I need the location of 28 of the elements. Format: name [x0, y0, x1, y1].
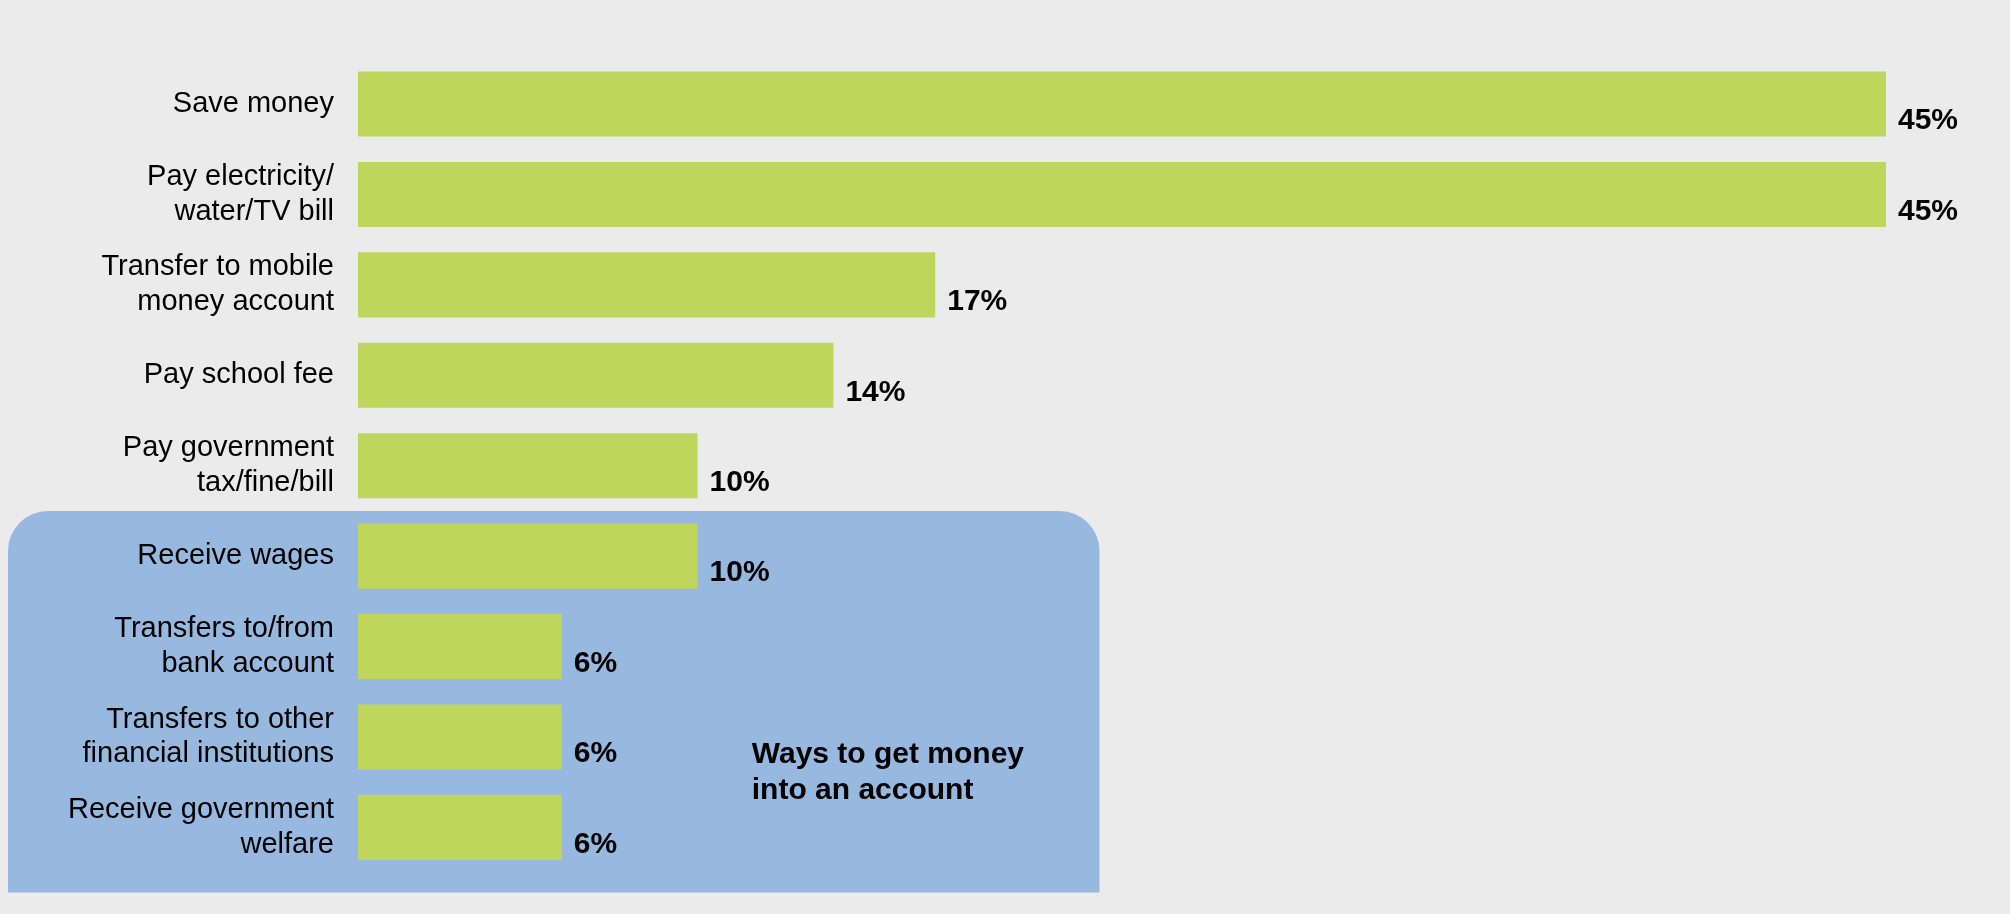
y-tick-label: Save money	[172, 86, 335, 119]
y-tick-label: Transfers to/from bank account	[114, 611, 334, 678]
data-label: 6%	[573, 825, 618, 859]
y-tick-label: Pay school fee	[143, 357, 334, 390]
y-tick-label: Receive wages	[137, 538, 334, 571]
bar	[358, 342, 834, 408]
y-tick-label: Receive government welfare	[68, 791, 334, 859]
bar	[358, 433, 698, 499]
bar	[358, 613, 562, 680]
bar	[358, 704, 562, 770]
bar	[358, 71, 1886, 137]
bar	[358, 252, 936, 318]
data-label: 6%	[573, 644, 618, 678]
data-label: 10%	[709, 554, 770, 588]
data-label: 17%	[947, 283, 1008, 317]
y-tick-label: Transfers to other financial institutions	[82, 701, 335, 769]
data-label: 45%	[1898, 192, 1959, 226]
bar	[358, 794, 562, 860]
bar	[358, 523, 698, 589]
y-tick-label: Pay electricity/ water/TV bill	[147, 159, 335, 226]
bar	[358, 161, 1886, 227]
data-label: 45%	[1898, 102, 1959, 136]
y-tick-label: Pay government tax/fine/bill	[122, 430, 334, 498]
data-label: 6%	[573, 735, 618, 769]
data-label: 14%	[845, 373, 906, 407]
y-tick-label: Transfer to mobile money account	[101, 249, 334, 317]
data-label: 10%	[709, 463, 770, 497]
band-label: Ways to get money into an account	[751, 736, 1025, 806]
